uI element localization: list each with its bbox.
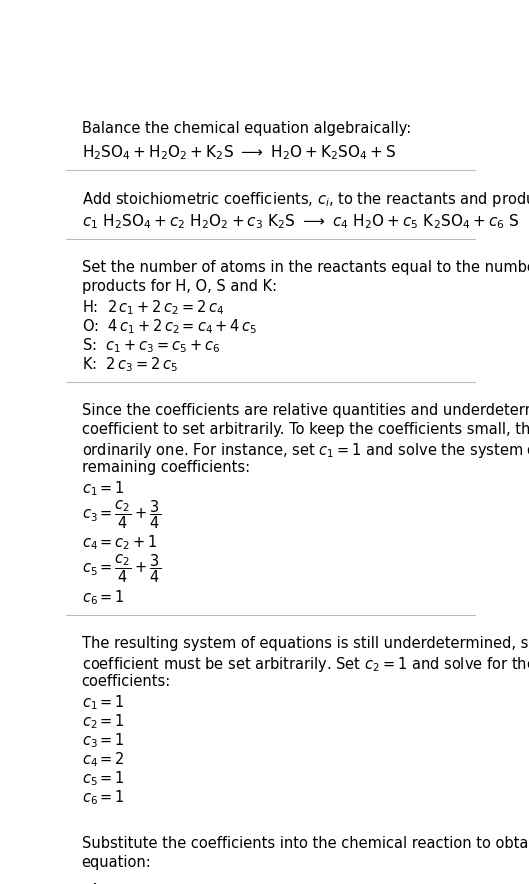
Text: coefficient to set arbitrarily. To keep the coefficients small, the arbitrary va: coefficient to set arbitrarily. To keep … [81,422,529,437]
Text: Substitute the coefficients into the chemical reaction to obtain the balanced: Substitute the coefficients into the che… [81,835,529,850]
Text: ordinarily one. For instance, set $c_1 = 1$ and solve the system of equations fo: ordinarily one. For instance, set $c_1 =… [81,441,529,460]
FancyBboxPatch shape [81,877,336,884]
Text: Set the number of atoms in the reactants equal to the number of atoms in the: Set the number of atoms in the reactants… [81,260,529,275]
Text: $c_5 = \dfrac{c_2}{4} + \dfrac{3}{4}$: $c_5 = \dfrac{c_2}{4} + \dfrac{3}{4}$ [81,552,161,585]
Text: $c_2 = 1$: $c_2 = 1$ [81,712,124,730]
Text: Since the coefficients are relative quantities and underdetermined, choose a: Since the coefficients are relative quan… [81,403,529,418]
Text: equation:: equation: [81,855,151,870]
Text: K:  $2\,c_3 = 2\,c_5$: K: $2\,c_3 = 2\,c_5$ [81,355,178,374]
Text: $\mathsf{H_2SO_4 + H_2O_2 + K_2S\ \longrightarrow\ H_2O + K_2SO_4 + S}$: $\mathsf{H_2SO_4 + H_2O_2 + K_2S\ \longr… [81,143,396,162]
Text: $c_1\ \mathsf{H_2SO_4} + c_2\ \mathsf{H_2O_2} + c_3\ \mathsf{K_2S}\ \longrightar: $c_1\ \mathsf{H_2SO_4} + c_2\ \mathsf{H_… [81,212,519,231]
Text: The resulting system of equations is still underdetermined, so an additional: The resulting system of equations is sti… [81,636,529,651]
Text: H:  $2\,c_1 + 2\,c_2 = 2\,c_4$: H: $2\,c_1 + 2\,c_2 = 2\,c_4$ [81,298,224,316]
Text: coefficients:: coefficients: [81,674,171,689]
Text: $c_3 = \dfrac{c_2}{4} + \dfrac{3}{4}$: $c_3 = \dfrac{c_2}{4} + \dfrac{3}{4}$ [81,499,161,530]
Text: remaining coefficients:: remaining coefficients: [81,460,250,475]
Text: O:  $4\,c_1 + 2\,c_2 = c_4 + 4\,c_5$: O: $4\,c_1 + 2\,c_2 = c_4 + 4\,c_5$ [81,317,257,336]
Text: $c_6 = 1$: $c_6 = 1$ [81,588,124,606]
Text: $c_4 = 2$: $c_4 = 2$ [81,750,124,769]
Text: $c_1 = 1$: $c_1 = 1$ [81,693,124,712]
Text: Balance the chemical equation algebraically:: Balance the chemical equation algebraica… [81,121,411,136]
Text: coefficient must be set arbitrarily. Set $c_2 = 1$ and solve for the remaining: coefficient must be set arbitrarily. Set… [81,655,529,674]
Text: Add stoichiometric coefficients, $c_i$, to the reactants and products:: Add stoichiometric coefficients, $c_i$, … [81,190,529,210]
Text: $c_1 = 1$: $c_1 = 1$ [81,479,124,498]
Text: $c_6 = 1$: $c_6 = 1$ [81,789,124,807]
Text: products for H, O, S and K:: products for H, O, S and K: [81,279,277,294]
Text: S:  $c_1 + c_3 = c_5 + c_6$: S: $c_1 + c_3 = c_5 + c_6$ [81,336,220,354]
Text: $c_3 = 1$: $c_3 = 1$ [81,731,124,750]
Text: $c_4 = c_2 + 1$: $c_4 = c_2 + 1$ [81,534,158,552]
Text: $c_5 = 1$: $c_5 = 1$ [81,769,124,788]
